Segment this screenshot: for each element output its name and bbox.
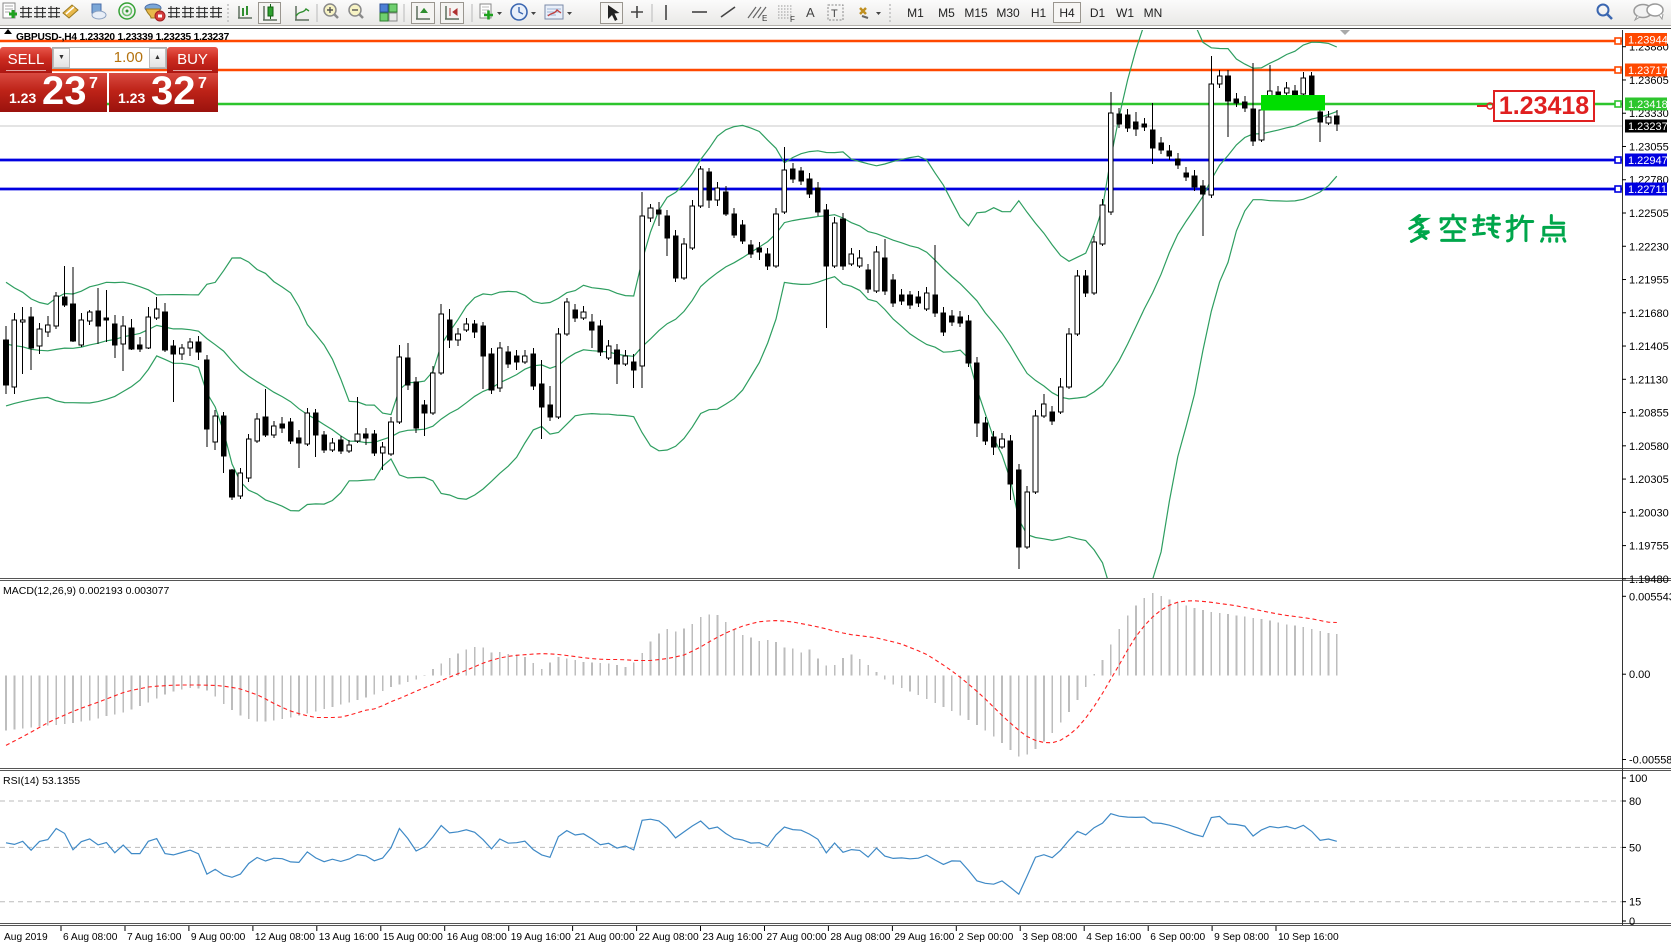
svg-text:Aug 2019: Aug 2019 — [4, 932, 48, 943]
svg-text:1.22711: 1.22711 — [1628, 184, 1667, 196]
svg-text:1.23330: 1.23330 — [1629, 108, 1669, 120]
svg-text:1.23237: 1.23237 — [1628, 121, 1668, 133]
svg-text:1.21405: 1.21405 — [1629, 341, 1669, 353]
svg-text:21 Aug 00:00: 21 Aug 00:00 — [575, 932, 635, 943]
svg-text:12 Aug 08:00: 12 Aug 08:00 — [255, 932, 315, 943]
svg-text:16 Aug 08:00: 16 Aug 08:00 — [447, 932, 507, 943]
svg-text:RSI(14) 53.1355: RSI(14) 53.1355 — [3, 775, 80, 787]
svg-text:1.22505: 1.22505 — [1629, 208, 1669, 220]
svg-text:1.23944: 1.23944 — [1628, 35, 1668, 47]
svg-text:0.00: 0.00 — [1629, 669, 1650, 681]
svg-text:E: E — [762, 14, 767, 23]
svg-text:1.22947: 1.22947 — [1628, 155, 1668, 167]
svg-text:7 Aug 16:00: 7 Aug 16:00 — [127, 932, 182, 943]
svg-text:T: T — [831, 8, 838, 20]
svg-text:100: 100 — [1629, 773, 1647, 785]
svg-text:6 Sep 00:00: 6 Sep 00:00 — [1150, 932, 1205, 943]
svg-text:22 Aug 08:00: 22 Aug 08:00 — [639, 932, 699, 943]
svg-text:6 Aug 08:00: 6 Aug 08:00 — [63, 932, 118, 943]
svg-text:F: F — [790, 15, 795, 24]
svg-text:1.21130: 1.21130 — [1629, 374, 1668, 386]
svg-text:15: 15 — [1629, 897, 1641, 909]
svg-text:50: 50 — [1629, 842, 1641, 854]
svg-text:80: 80 — [1629, 796, 1641, 808]
svg-text:1.19755: 1.19755 — [1629, 541, 1669, 553]
svg-text:29 Aug 16:00: 29 Aug 16:00 — [894, 932, 954, 943]
svg-text:15 Aug 00:00: 15 Aug 00:00 — [383, 932, 443, 943]
svg-text:19 Aug 16:00: 19 Aug 16:00 — [511, 932, 571, 943]
svg-text:10 Sep 16:00: 10 Sep 16:00 — [1278, 932, 1339, 943]
svg-text:9 Aug 00:00: 9 Aug 00:00 — [191, 932, 246, 943]
svg-text:2 Sep 00:00: 2 Sep 00:00 — [958, 932, 1013, 943]
svg-text:1.23605: 1.23605 — [1629, 75, 1669, 87]
svg-text:1.22230: 1.22230 — [1629, 241, 1669, 253]
svg-text:1.21955: 1.21955 — [1629, 275, 1669, 287]
svg-text:1.23055: 1.23055 — [1629, 141, 1669, 153]
svg-text:1.23717: 1.23717 — [1628, 65, 1668, 77]
svg-text:23 Aug 16:00: 23 Aug 16:00 — [703, 932, 763, 943]
svg-text:MACD(12,26,9) 0.002193 0.00307: MACD(12,26,9) 0.002193 0.003077 — [3, 585, 170, 597]
svg-text:1.20580: 1.20580 — [1629, 441, 1669, 453]
svg-text:4 Sep 16:00: 4 Sep 16:00 — [1086, 932, 1141, 943]
svg-text:1.21680: 1.21680 — [1629, 308, 1669, 320]
svg-text:27 Aug 00:00: 27 Aug 00:00 — [767, 932, 827, 943]
svg-text:0.005543: 0.005543 — [1629, 591, 1671, 603]
svg-text:0: 0 — [1629, 916, 1635, 928]
svg-text:28 Aug 08:00: 28 Aug 08:00 — [830, 932, 890, 943]
svg-text:1.20305: 1.20305 — [1629, 474, 1669, 486]
svg-text:13 Aug 16:00: 13 Aug 16:00 — [319, 932, 379, 943]
svg-text:1.20030: 1.20030 — [1629, 507, 1669, 519]
svg-text:GBPUSD-,H4 1.23320 1.23339 1.: GBPUSD-,H4 1.23320 1.23339 1.23235 1.232… — [16, 32, 230, 43]
svg-text:3 Sep 08:00: 3 Sep 08:00 — [1022, 932, 1077, 943]
svg-text:9 Sep 08:00: 9 Sep 08:00 — [1214, 932, 1269, 943]
svg-text:A: A — [806, 5, 815, 20]
svg-text:1.23418: 1.23418 — [1628, 99, 1668, 111]
svg-text:-0.005583: -0.005583 — [1629, 755, 1671, 767]
svg-text:1.20855: 1.20855 — [1629, 408, 1669, 420]
svg-text:1.23418: 1.23418 — [1499, 92, 1589, 120]
svg-text:1.19480: 1.19480 — [1629, 574, 1669, 586]
